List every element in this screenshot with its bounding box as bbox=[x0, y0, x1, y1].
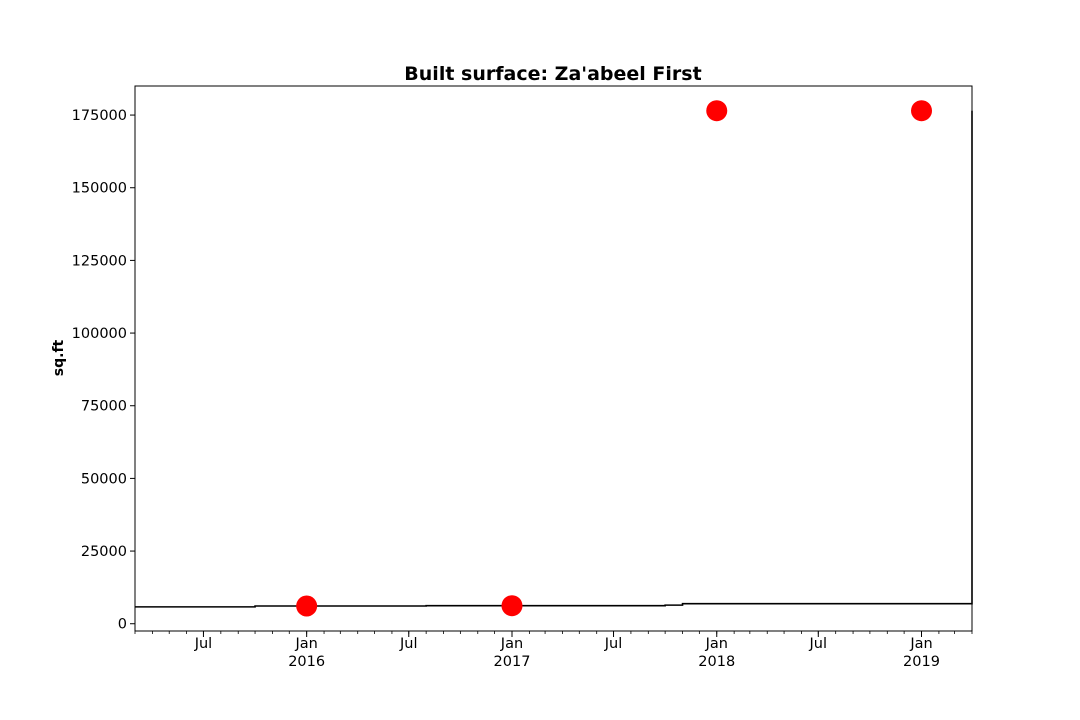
x-tick-year-label: 2018 bbox=[698, 654, 735, 670]
x-tick-year-label: 2016 bbox=[288, 654, 325, 670]
y-tick-label: 150000 bbox=[72, 181, 127, 197]
x-tick-label: Jul bbox=[809, 636, 828, 652]
step-line bbox=[135, 110, 973, 608]
data-point bbox=[501, 595, 523, 617]
y-tick-label: 175000 bbox=[72, 108, 127, 124]
y-ticks: 0 25000 50000 75000 100000 125000 150000 175000 bbox=[72, 108, 135, 633]
x-tick-year-label: 2017 bbox=[494, 654, 531, 670]
x-tick-label: Jan bbox=[909, 636, 932, 652]
y-axis-label: sq.ft bbox=[51, 339, 67, 376]
x-tick-label: Jan bbox=[500, 636, 523, 652]
x-tick-label: Jul bbox=[194, 636, 213, 652]
data-point bbox=[911, 100, 933, 122]
series bbox=[135, 100, 973, 617]
chart-title: Built surface: Za'abeel First bbox=[404, 63, 701, 85]
y-tick-label: 75000 bbox=[81, 399, 127, 415]
y-tick-label: 0 bbox=[118, 617, 127, 633]
data-point bbox=[296, 595, 318, 617]
x-tick-year-label: 2019 bbox=[903, 654, 940, 670]
y-tick-label: 25000 bbox=[81, 544, 127, 560]
x-tick-label: Jan bbox=[294, 636, 317, 652]
y-tick-label: 100000 bbox=[72, 326, 127, 342]
y-tick-label: 50000 bbox=[81, 471, 127, 487]
plot-frame bbox=[134, 85, 973, 632]
x-tick-label: Jul bbox=[399, 636, 418, 652]
x-tick-label: Jan bbox=[705, 636, 728, 652]
x-ticks: Jul Jan 2016 Jul Jan 2017 Jul Jan 2018 Jul Jan 2019 bbox=[134, 631, 973, 670]
y-tick-label: 125000 bbox=[72, 253, 127, 269]
x-tick-label: Jul bbox=[604, 636, 623, 652]
data-point bbox=[706, 100, 728, 122]
